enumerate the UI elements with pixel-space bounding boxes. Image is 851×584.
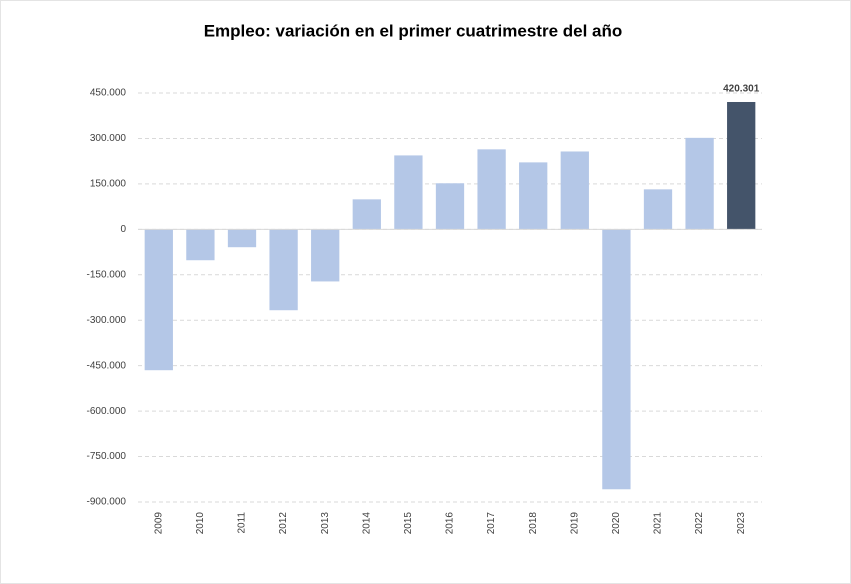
- bar: [269, 229, 298, 311]
- bar: [311, 229, 340, 282]
- y-tick-label: -450.000: [87, 360, 127, 371]
- bar: [352, 199, 381, 230]
- bar: [643, 189, 673, 230]
- bar: [435, 183, 465, 230]
- bar: [685, 137, 714, 230]
- x-tick-label: 2010: [195, 512, 206, 535]
- bar: [727, 101, 756, 230]
- y-tick-label: -300.000: [87, 315, 127, 326]
- value-label: 420.301: [723, 84, 760, 95]
- y-tick-label: -900.000: [87, 497, 127, 508]
- y-tick-label: 450.000: [90, 88, 127, 99]
- bar: [394, 155, 423, 230]
- y-tick-label: 150.000: [90, 179, 127, 190]
- x-tick-label: 2018: [528, 512, 539, 535]
- bar: [477, 149, 506, 230]
- x-tick-label: 2020: [611, 512, 622, 535]
- x-tick-label: 2021: [653, 512, 664, 535]
- x-tick-label: 2017: [486, 512, 497, 535]
- x-tick-label: 2011: [237, 512, 248, 534]
- bar: [227, 229, 257, 248]
- bar: [186, 229, 215, 261]
- bar: [602, 229, 631, 490]
- bar: [144, 229, 173, 371]
- bar: [560, 151, 589, 230]
- x-tick-label: 2013: [320, 512, 331, 535]
- x-tick-label: 2009: [153, 512, 164, 535]
- x-tick-label: 2019: [569, 512, 580, 535]
- y-tick-label: 300.000: [90, 133, 127, 144]
- chart-title: Empleo: variación en el primer cuatrimes…: [204, 21, 623, 40]
- x-tick-label: 2016: [445, 512, 456, 535]
- y-tick-label: 0: [120, 224, 126, 235]
- x-tick-label: 2015: [403, 512, 414, 535]
- bar: [519, 162, 548, 230]
- x-tick-label: 2022: [694, 512, 705, 535]
- y-tick-label: -750.000: [87, 451, 127, 462]
- x-tick-label: 2012: [278, 512, 289, 535]
- y-tick-label: -150.000: [87, 269, 127, 280]
- x-tick-label: 2014: [361, 512, 372, 535]
- y-tick-label: -600.000: [87, 406, 127, 417]
- x-tick-label: 2023: [736, 512, 747, 535]
